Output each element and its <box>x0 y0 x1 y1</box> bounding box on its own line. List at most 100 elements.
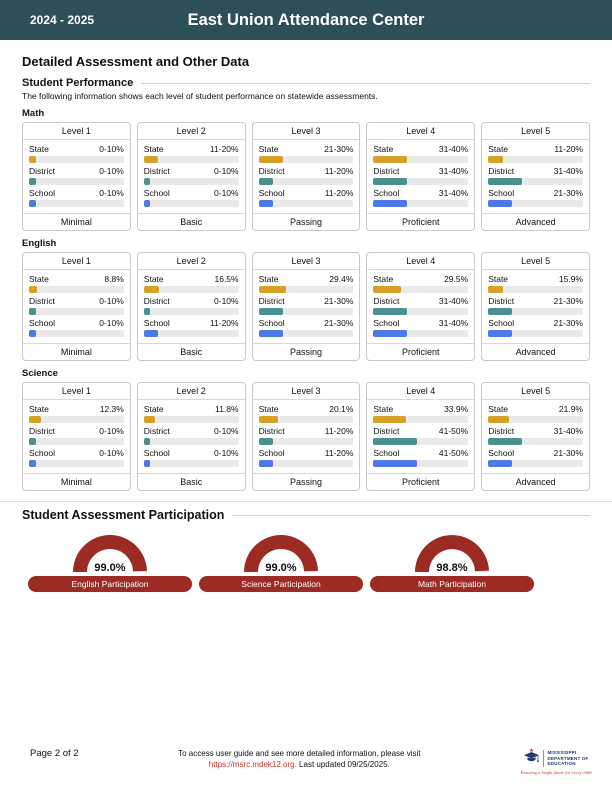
row-label: School <box>373 318 400 328</box>
performance-row: District 21-30% <box>259 296 354 306</box>
level-card: Level 3 State 21-30% District 11-20% School 11… <box>251 122 361 231</box>
level-card-body: State 33.9% District 41-50% School 41-50% <box>367 400 474 473</box>
gauge-value: 98.8% <box>436 562 468 574</box>
progress-fill <box>373 438 417 445</box>
progress-fill <box>258 330 283 337</box>
level-card: Level 5 State 15.9% District 21-30% School 21-… <box>481 252 590 361</box>
progress-track <box>373 308 469 315</box>
progress-track <box>488 438 583 445</box>
progress-track <box>258 286 354 293</box>
row-label: School <box>488 318 515 328</box>
level-card-title: Level 3 <box>252 253 360 270</box>
progress-track <box>258 308 354 315</box>
progress-fill <box>143 416 155 423</box>
progress-fill <box>29 438 36 445</box>
level-card-footer: Basic <box>137 343 245 360</box>
level-card-footer: Advanced <box>482 343 589 360</box>
section-rule <box>232 514 590 516</box>
row-value: 11-20% <box>209 144 239 154</box>
progress-fill <box>488 286 504 293</box>
performance-row: State 20.1% <box>259 404 354 414</box>
footer-note: To access user guide and see more detail… <box>178 748 420 770</box>
level-card-title: Level 5 <box>482 383 589 400</box>
row-label: School <box>29 318 55 328</box>
progress-fill <box>373 460 417 467</box>
level-card-title: Level 4 <box>367 123 475 140</box>
level-card-body: State 21.9% District 31-40% School 21-30% <box>482 400 589 473</box>
progress-track <box>258 178 354 185</box>
row-value: 21-30% <box>553 188 583 198</box>
progress-track <box>373 156 469 163</box>
level-card: Level 1 State 12.3% District 0-10% School 0-10… <box>22 382 131 491</box>
level-card-title: Level 4 <box>367 383 475 400</box>
performance-row: District 11-20% <box>259 166 354 176</box>
progress-fill <box>373 308 408 315</box>
performance-row: District 11-20% <box>259 426 354 436</box>
progress-track <box>258 330 354 337</box>
participation-section-title: Student Assessment Participation <box>22 508 590 522</box>
row-value: 20.1% <box>329 404 354 414</box>
gauge-label-pill: Science Participation <box>199 576 363 592</box>
progress-track <box>373 200 469 207</box>
gauge-arc: 99.0% <box>243 534 319 574</box>
progress-track <box>29 438 124 445</box>
progress-fill <box>373 286 402 293</box>
performance-section-title: Student Performance <box>22 77 590 89</box>
participation-gauge: 99.0% Science Participation <box>199 534 363 592</box>
report-header: 2024 - 2025 East Union Attendance Center <box>0 0 612 40</box>
performance-row: State 31-40% <box>373 144 468 154</box>
level-card-title: Level 3 <box>252 123 360 140</box>
gauge-label-pill: English Participation <box>28 576 192 592</box>
row-value: 0-10% <box>99 188 124 198</box>
row-label: School <box>29 188 55 198</box>
progress-fill <box>258 286 287 293</box>
row-label: District <box>488 166 515 176</box>
level-card-footer: Advanced <box>482 473 589 490</box>
level-card-footer: Minimal <box>23 343 130 360</box>
level-card-body: State 29.5% District 31-40% School 31-40% <box>367 270 474 343</box>
progress-track <box>373 286 469 293</box>
school-year: 2024 - 2025 <box>30 13 95 27</box>
subject-label: Math <box>22 108 45 119</box>
row-value: 21-30% <box>553 318 583 328</box>
row-value: 11-20% <box>324 448 354 458</box>
performance-row: State 11.8% <box>144 404 239 414</box>
row-label: State <box>373 144 394 154</box>
progress-track <box>143 438 239 445</box>
row-value: 21-30% <box>324 318 354 328</box>
msrc-link[interactable]: https://msrc.mdek12.org. <box>208 760 297 770</box>
progress-track <box>29 200 124 207</box>
performance-row: School 0-10% <box>29 448 124 458</box>
subject-block: Math Level 1 State 0-10% District 0-10% School… <box>22 108 590 231</box>
level-card-title: Level 1 <box>23 253 130 270</box>
progress-fill <box>258 200 274 207</box>
level-card: Level 4 State 33.9% District 41-50% School 41-… <box>366 382 476 491</box>
participation-section-title-text: Student Assessment Participation <box>22 508 225 522</box>
row-label: State <box>373 404 394 414</box>
row-label: School <box>258 188 285 198</box>
performance-row: District 31-40% <box>373 166 468 176</box>
level-card-footer: Passing <box>252 213 360 230</box>
row-value: 0-10% <box>214 166 239 176</box>
level-card-footer: Basic <box>137 213 245 230</box>
row-label: District <box>373 426 400 436</box>
performance-row: State 29.5% <box>373 274 468 284</box>
participation-gauge: 99.0% English Participation <box>28 534 192 592</box>
row-label: District <box>373 296 400 306</box>
progress-track <box>488 286 583 293</box>
level-card-title: Level 4 <box>367 253 475 270</box>
performance-row: State 33.9% <box>373 404 468 414</box>
level-card: Level 1 State 8.8% District 0-10% School 0-10%… <box>22 252 131 361</box>
performance-row: State 21-30% <box>259 144 354 154</box>
page-title: Detailed Assessment and Other Data <box>22 54 250 69</box>
progress-track <box>29 330 124 337</box>
mde-logo: Mississippi Department of Education Ensu… <box>520 748 592 775</box>
performance-row: State 11-20% <box>488 144 583 154</box>
row-label: District <box>143 426 170 436</box>
row-value: 29.4% <box>329 274 354 284</box>
row-label: State <box>258 144 279 154</box>
level-card-footer: Proficient <box>367 343 475 360</box>
progress-fill <box>143 460 151 467</box>
row-value: 21.9% <box>558 404 583 414</box>
progress-fill <box>143 178 151 185</box>
